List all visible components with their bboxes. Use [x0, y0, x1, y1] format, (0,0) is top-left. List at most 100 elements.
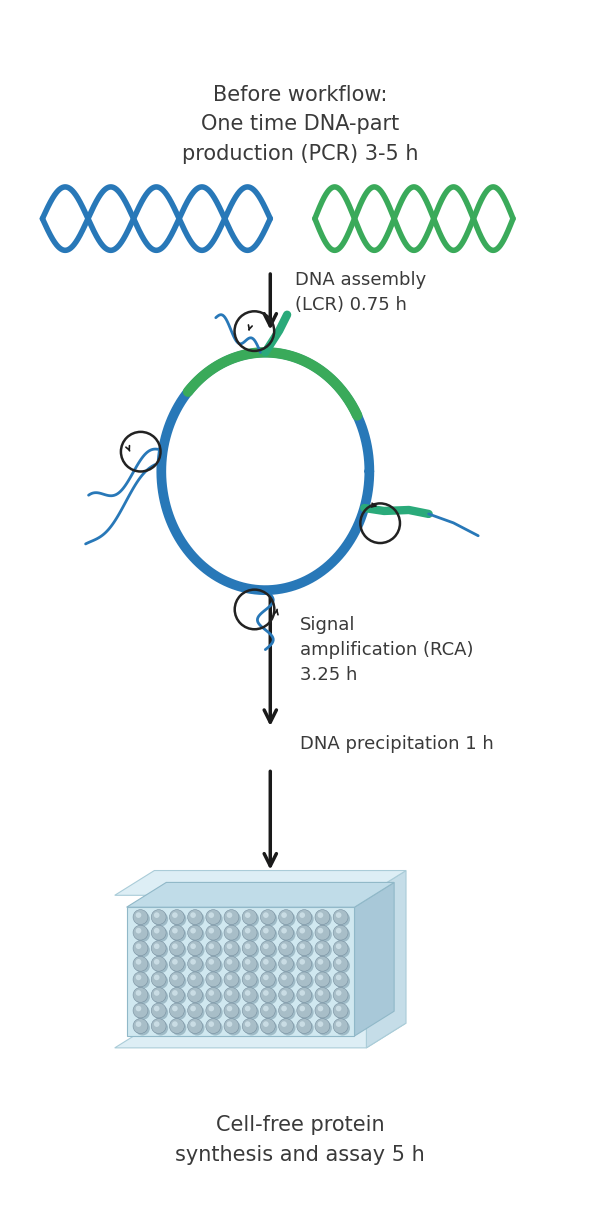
Circle shape: [242, 1003, 257, 1018]
Circle shape: [135, 1006, 150, 1020]
Circle shape: [172, 958, 186, 973]
Circle shape: [260, 972, 275, 987]
Circle shape: [172, 912, 178, 918]
Circle shape: [208, 974, 223, 989]
Circle shape: [169, 956, 184, 972]
Circle shape: [153, 1020, 168, 1036]
Circle shape: [262, 1020, 277, 1036]
Circle shape: [336, 974, 341, 980]
Circle shape: [333, 1019, 348, 1033]
Circle shape: [335, 927, 350, 943]
Circle shape: [224, 972, 239, 987]
Circle shape: [169, 941, 184, 956]
Circle shape: [262, 943, 277, 957]
Circle shape: [190, 1006, 205, 1020]
Circle shape: [317, 912, 323, 918]
Circle shape: [136, 1006, 142, 1012]
Circle shape: [299, 958, 314, 973]
Circle shape: [188, 972, 203, 987]
Circle shape: [262, 958, 277, 973]
Circle shape: [245, 974, 250, 980]
Circle shape: [136, 990, 142, 996]
Circle shape: [224, 987, 239, 1002]
Circle shape: [281, 990, 287, 996]
Circle shape: [227, 959, 232, 964]
Circle shape: [227, 928, 232, 934]
Circle shape: [172, 928, 178, 934]
Circle shape: [242, 1019, 257, 1033]
Circle shape: [154, 974, 160, 980]
Circle shape: [151, 972, 166, 987]
Circle shape: [317, 1021, 323, 1027]
Circle shape: [242, 972, 257, 987]
Circle shape: [154, 912, 160, 918]
Circle shape: [263, 944, 269, 949]
Circle shape: [245, 944, 250, 949]
Circle shape: [151, 941, 166, 956]
Circle shape: [263, 928, 269, 934]
Circle shape: [262, 927, 277, 943]
Circle shape: [317, 943, 332, 957]
Circle shape: [188, 1003, 203, 1018]
Circle shape: [317, 944, 323, 949]
Circle shape: [245, 990, 250, 996]
Circle shape: [333, 910, 348, 924]
Circle shape: [281, 958, 295, 973]
Circle shape: [151, 910, 166, 924]
Circle shape: [208, 974, 214, 980]
Circle shape: [297, 926, 311, 940]
Circle shape: [133, 926, 148, 940]
Circle shape: [335, 1020, 350, 1036]
Circle shape: [281, 912, 295, 927]
Circle shape: [244, 943, 259, 957]
Circle shape: [154, 990, 160, 996]
Circle shape: [135, 912, 150, 927]
Circle shape: [208, 912, 214, 918]
Circle shape: [262, 1006, 277, 1020]
Circle shape: [278, 956, 293, 972]
Circle shape: [190, 958, 205, 973]
Circle shape: [336, 990, 341, 996]
Circle shape: [169, 1019, 184, 1033]
Circle shape: [226, 943, 241, 957]
Circle shape: [190, 928, 196, 934]
Circle shape: [336, 912, 341, 918]
Circle shape: [224, 956, 239, 972]
Circle shape: [190, 1006, 196, 1012]
Circle shape: [208, 928, 214, 934]
Circle shape: [188, 926, 203, 940]
Circle shape: [224, 1019, 239, 1033]
Circle shape: [263, 912, 269, 918]
Circle shape: [227, 974, 232, 980]
Circle shape: [227, 1021, 232, 1027]
Circle shape: [315, 987, 330, 1002]
Circle shape: [133, 972, 148, 987]
Circle shape: [153, 927, 168, 943]
Circle shape: [317, 928, 323, 934]
Circle shape: [226, 1006, 241, 1020]
Circle shape: [172, 944, 178, 949]
Circle shape: [227, 990, 232, 996]
Circle shape: [208, 1020, 223, 1036]
Circle shape: [227, 912, 232, 918]
Circle shape: [169, 910, 184, 924]
Circle shape: [154, 1006, 160, 1012]
Circle shape: [278, 910, 293, 924]
Circle shape: [135, 927, 150, 943]
Circle shape: [206, 910, 221, 924]
Circle shape: [299, 990, 314, 1004]
Circle shape: [299, 1020, 314, 1036]
Circle shape: [226, 990, 241, 1004]
Circle shape: [154, 944, 160, 949]
Circle shape: [172, 1021, 178, 1027]
Circle shape: [336, 959, 341, 964]
Circle shape: [245, 1021, 250, 1027]
Circle shape: [169, 972, 184, 987]
Circle shape: [190, 943, 205, 957]
Circle shape: [190, 990, 196, 996]
Circle shape: [317, 958, 332, 973]
Circle shape: [133, 987, 148, 1002]
Circle shape: [299, 943, 314, 957]
Circle shape: [262, 912, 277, 927]
Circle shape: [260, 926, 275, 940]
